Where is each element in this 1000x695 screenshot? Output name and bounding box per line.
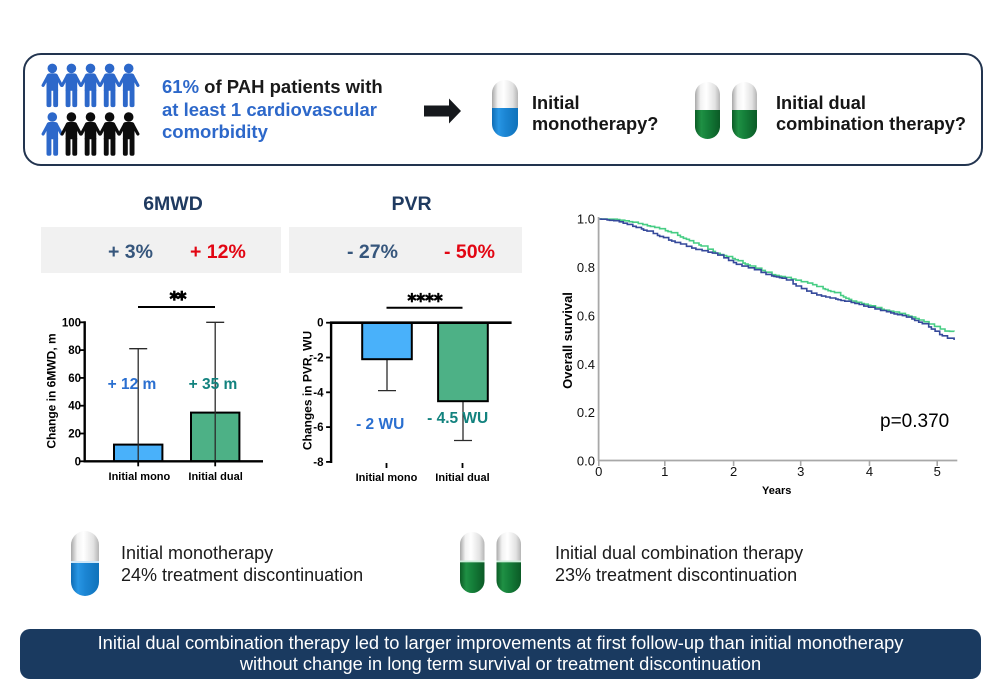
svg-text:1.0: 1.0: [577, 212, 595, 227]
svg-text:+ 12 m: + 12 m: [108, 376, 157, 393]
svg-text:p=0.370: p=0.370: [880, 411, 949, 432]
svg-text:60: 60: [68, 373, 81, 385]
svg-text:0.2: 0.2: [577, 405, 595, 420]
svg-text:0.8: 0.8: [577, 260, 595, 275]
svg-text:5: 5: [934, 464, 941, 479]
svg-text:Years: Years: [762, 485, 791, 497]
svg-text:-8: -8: [313, 457, 324, 469]
svg-text:-2: -2: [313, 353, 323, 365]
svg-text:2: 2: [730, 464, 737, 479]
svg-text:100: 100: [62, 317, 81, 329]
svg-text:-4: -4: [313, 387, 324, 399]
svg-text:80: 80: [68, 345, 81, 357]
svg-text:4: 4: [866, 464, 873, 479]
svg-text:Initial dual: Initial dual: [435, 472, 489, 484]
svg-text:3: 3: [797, 464, 804, 479]
svg-text:0.6: 0.6: [577, 308, 595, 323]
svg-text:Initial dual: Initial dual: [188, 471, 242, 483]
svg-text:0: 0: [75, 456, 81, 468]
svg-text:0.0: 0.0: [577, 454, 595, 469]
svg-text:- 4.5 WU: - 4.5 WU: [427, 410, 488, 427]
svg-text:1: 1: [661, 464, 668, 479]
svg-text:Overall survival: Overall survival: [560, 292, 575, 389]
svg-text:20: 20: [68, 429, 81, 441]
svg-text:40: 40: [68, 401, 81, 413]
svg-text:Change in 6MWD, m: Change in 6MWD, m: [45, 333, 59, 448]
svg-text:-6: -6: [313, 422, 323, 434]
svg-text:0.4: 0.4: [577, 357, 595, 372]
svg-text:+ 35 m: + 35 m: [189, 376, 238, 393]
svg-text:0: 0: [317, 318, 323, 330]
svg-text:Initial mono: Initial mono: [109, 471, 171, 483]
svg-text:0: 0: [595, 464, 602, 479]
svg-text:Changes in PVR, WU: Changes in PVR, WU: [301, 331, 315, 450]
svg-text:Initial mono: Initial mono: [356, 472, 418, 484]
svg-text:- 2 WU: - 2 WU: [356, 416, 404, 433]
